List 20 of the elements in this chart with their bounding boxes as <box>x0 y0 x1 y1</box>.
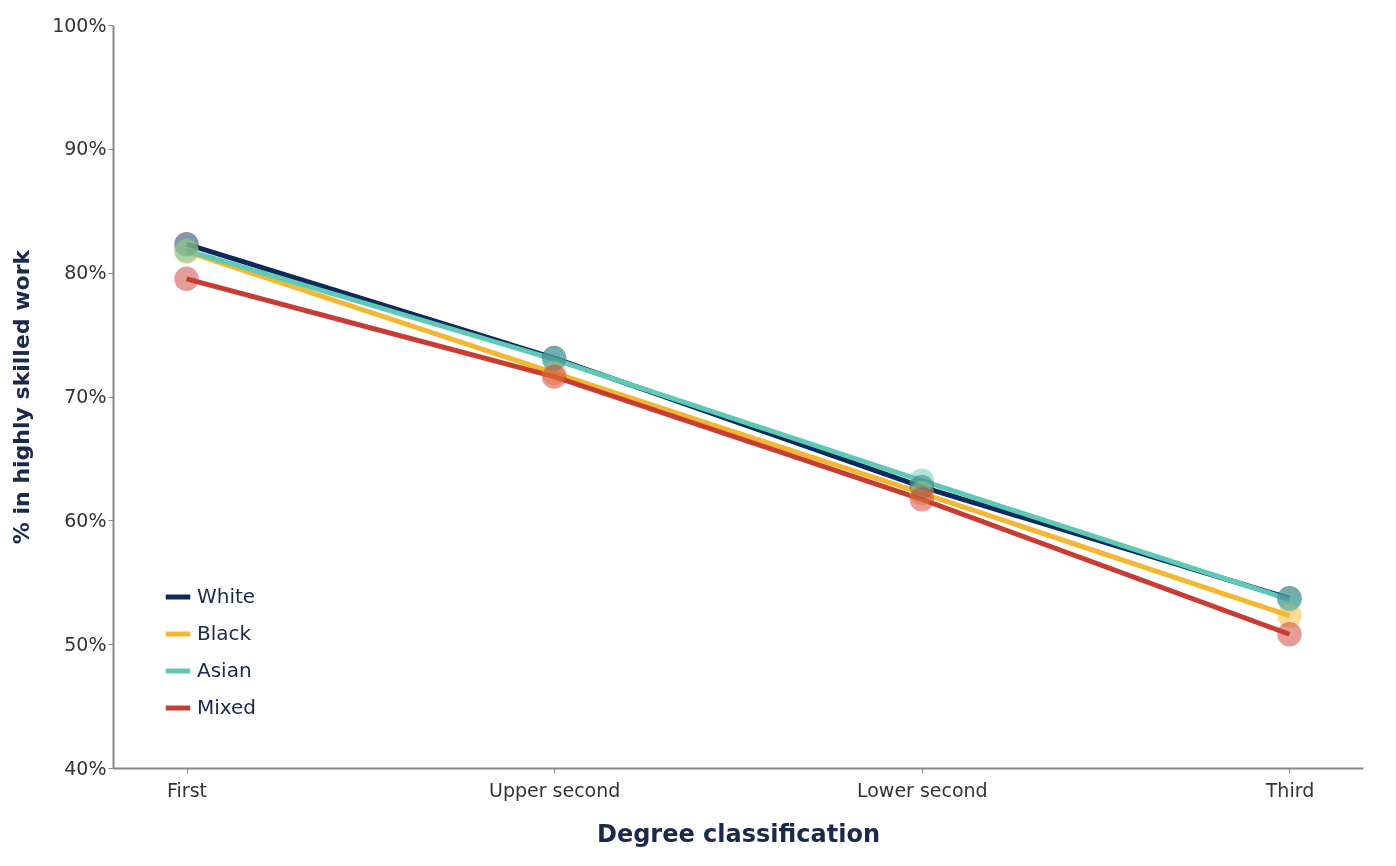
legend-label: White <box>197 584 256 608</box>
y-tick-label: 60% <box>64 508 107 531</box>
y-axis-title: % in highly skilled work <box>9 248 35 545</box>
y-tick-label: 40% <box>64 756 107 779</box>
y-tick-label: 80% <box>64 261 107 284</box>
x-tick-label: Upper second <box>489 778 621 801</box>
x-tick-label: Lower second <box>856 778 988 801</box>
x-tick-label: Third <box>1264 778 1315 801</box>
legend-label: Asian <box>197 658 252 682</box>
point <box>909 487 935 512</box>
y-tick-label: 90% <box>64 137 107 160</box>
legend-label: Black <box>197 621 252 645</box>
point <box>1277 622 1302 647</box>
x-axis-title: Degree classification <box>596 819 881 848</box>
y-tick-label: 50% <box>64 632 107 655</box>
point <box>174 266 199 292</box>
legend-label: Mixed <box>197 695 257 719</box>
x-tick-label: First <box>167 778 208 801</box>
y-tick-label: 70% <box>64 385 107 407</box>
y-tick-label: 100% <box>52 13 107 36</box>
